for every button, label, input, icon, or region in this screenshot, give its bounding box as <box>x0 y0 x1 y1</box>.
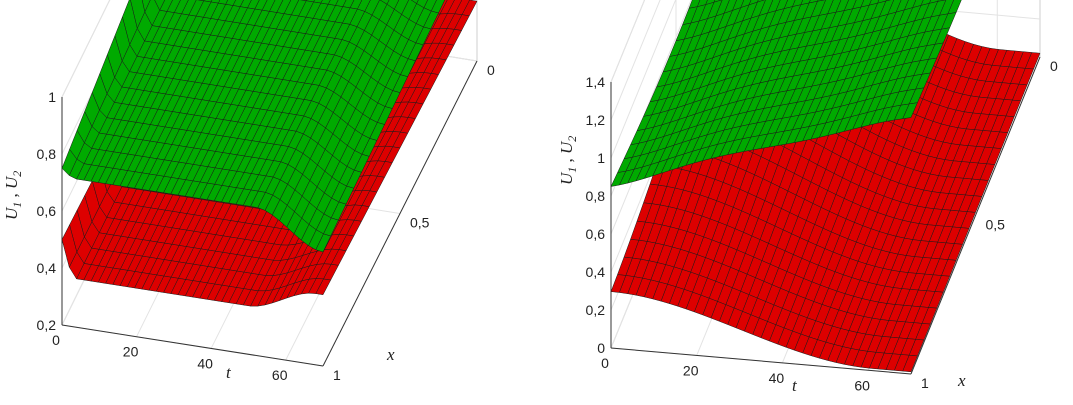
u1-surface-cell <box>713 0 723 3</box>
x-axis-line <box>910 56 1041 375</box>
x-tick-label: 0,5 <box>986 217 1006 233</box>
left-t-label: t <box>226 363 232 382</box>
z-tick-label: 1,4 <box>586 74 606 90</box>
z-gridline <box>610 0 692 197</box>
u2-surface-cell <box>61 224 78 268</box>
right-x-label: x <box>957 371 966 390</box>
u2-surface-cell <box>610 274 627 293</box>
z-gridline <box>610 0 677 159</box>
x-axis-line <box>322 60 478 367</box>
z-tick-label: 0,2 <box>37 317 57 333</box>
right-zlabel: U1 , U2 <box>557 136 579 185</box>
right-tick-labels: 0 0,2 0,4 0,6 0,8 1 1,2 1,4 0 20 40 60 0 0,5 1 <box>586 58 1058 393</box>
t-tick-label: 40 <box>769 370 785 386</box>
u1-surface <box>61 0 446 253</box>
t-tick-label: 60 <box>272 367 288 383</box>
left-tick-labels: 0,2 0,4 0,6 0,8 1 0 20 40 60 0 0,5 1 <box>37 62 495 383</box>
x-tick-label: 1 <box>921 375 929 391</box>
t-tick-label: 60 <box>854 377 870 393</box>
t-tick-label: 0 <box>52 332 60 348</box>
x-tick-label: 0 <box>1050 58 1058 74</box>
t-axis-line <box>61 324 324 367</box>
z-tick-label: 0,8 <box>37 146 57 162</box>
right-surfaces <box>610 0 1041 373</box>
x-tick-label: 0,5 <box>410 215 430 231</box>
z-tick-label: 1,2 <box>586 112 606 128</box>
t-tick-label: 40 <box>197 355 213 371</box>
left-zlabel: U1 , U2 <box>2 171 24 220</box>
x-tick-label: 1 <box>333 367 341 383</box>
u1-surface-cell <box>610 170 627 187</box>
z-tick-label: 0,4 <box>37 260 57 276</box>
z-gridline <box>610 0 661 121</box>
u1-surface <box>610 0 962 187</box>
z-tick-label: 0,8 <box>586 188 606 204</box>
z-tick-label: 0,6 <box>37 203 57 219</box>
z-tick-label: 1 <box>597 150 605 166</box>
left-surface-chart: 0,2 0,4 0,6 0,8 1 0 20 40 60 0 0,5 1 U1 , U2 t x <box>2 0 495 383</box>
z-tick-label: 0,2 <box>586 302 606 318</box>
right-t-label: t <box>792 376 798 395</box>
z-tick-label: 0 <box>597 340 605 356</box>
t-tick-label: 20 <box>683 362 699 378</box>
t-tick-label: 20 <box>123 344 139 360</box>
z-tick-label: 0,4 <box>586 264 606 280</box>
right-surface-chart: 0 0,2 0,4 0,6 0,8 1 1,2 1,4 0 20 40 60 0 0,5 1 U1 , U2… <box>557 0 1058 395</box>
left-surfaces <box>61 0 478 307</box>
z-tick-label: 0,6 <box>586 226 606 242</box>
t-axis-line <box>610 347 912 375</box>
left-x-label: x <box>386 345 395 364</box>
x-tick-label: 0 <box>487 62 495 78</box>
t-tick-label: 0 <box>601 355 609 371</box>
z-tick-label: 1 <box>48 89 56 105</box>
u1-surface-cell <box>61 148 78 176</box>
